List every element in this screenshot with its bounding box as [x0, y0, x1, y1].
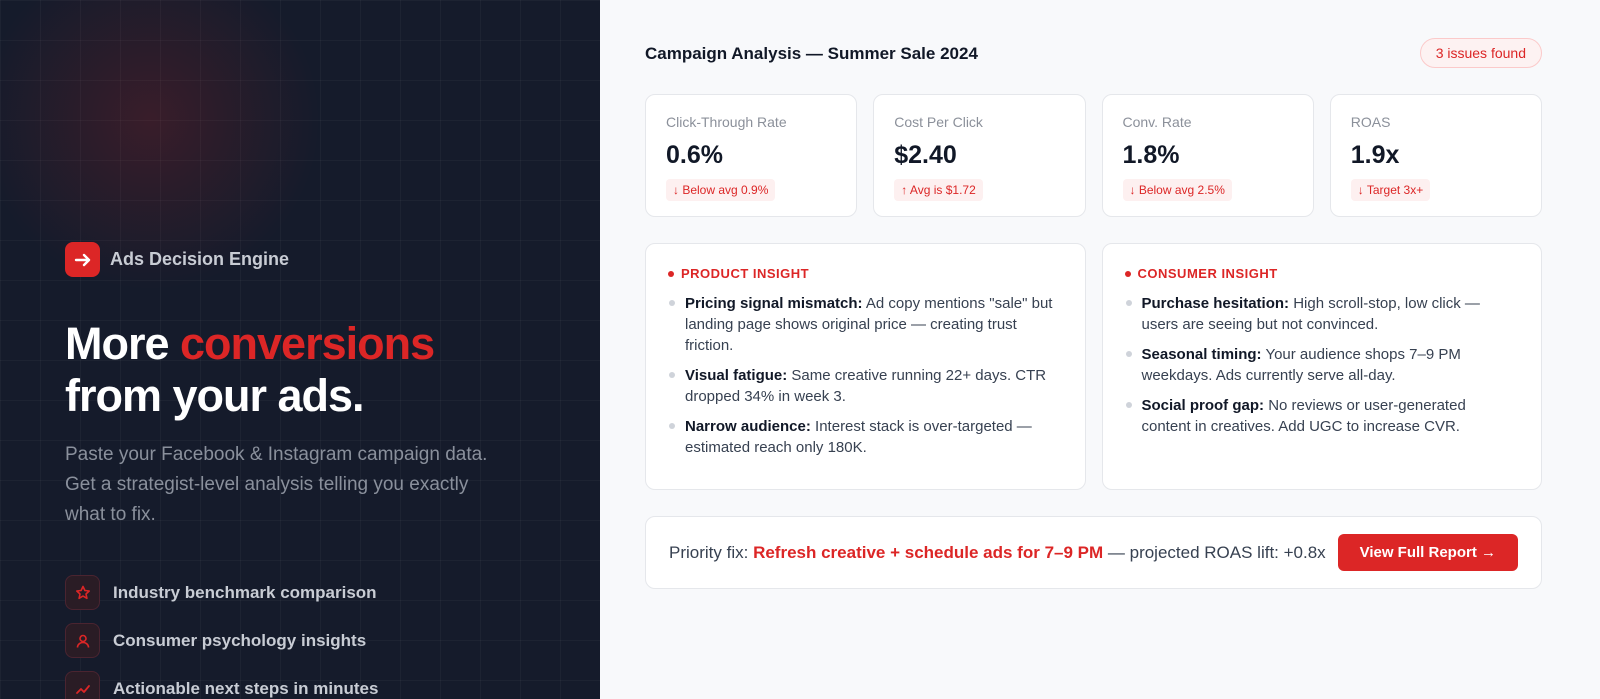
insight-item: Pricing signal mismatch: Ad copy mention…	[668, 293, 1063, 356]
feature-list: Industry benchmark comparison Consumer p…	[65, 575, 378, 699]
feature-icon	[65, 671, 100, 699]
metric-label: Conv. Rate	[1122, 114, 1192, 130]
insight-text: High scroll-stop, low click — users are …	[1141, 295, 1480, 333]
insight-title: Pricing signal mismatch:	[685, 295, 863, 312]
priority-highlight: Refresh creative + schedule ads for 7–9 …	[753, 542, 1104, 562]
priority-label: Priority fix:	[669, 542, 749, 562]
priority-card: Priority fix: Refresh creative + schedul…	[645, 516, 1542, 589]
insight-text: No reviews or user-generated content in …	[1141, 397, 1466, 435]
metric-label: Click-Through Rate	[666, 114, 787, 130]
view-report-button[interactable]: View Full Report →	[1337, 534, 1518, 571]
headline-line: More conversions	[65, 318, 435, 370]
metric-note: ↓ Target 3x+	[1350, 179, 1431, 201]
insight-heading: PRODUCT INSIGHT	[668, 266, 1063, 281]
insight-text: Your audience shops 7–9 PM weekdays. Ads…	[1141, 346, 1461, 384]
report-title: Campaign Analysis — Summer Sale 2024	[645, 44, 978, 63]
insight-item: Visual fatigue: Same creative running 22…	[668, 365, 1063, 407]
brand-icon	[65, 242, 100, 277]
headline-line: from your ads.	[65, 370, 365, 421]
insight-card: CONSUMER INSIGHT Purchase hesitation: Hig…	[1101, 243, 1542, 490]
metric-value: 0.6%	[666, 141, 723, 169]
insight-heading: CONSUMER INSIGHT	[1125, 266, 1520, 281]
metric-note: ↓ Below avg 2.5%	[1122, 179, 1232, 201]
insight-title: Seasonal timing:	[1141, 346, 1262, 363]
feature: Consumer psychology insights	[65, 623, 378, 658]
insight-title: Narrow audience:	[685, 418, 811, 435]
feature-text: Industry benchmark comparison	[113, 582, 377, 602]
feature-icon	[65, 575, 100, 610]
headline-text: More	[65, 318, 170, 369]
brand-name: Ads Decision Engine	[110, 249, 290, 269]
metric-row: Click-Through Rate 0.6% ↓ Below avg 0.9% Co…	[645, 94, 1542, 217]
insight-list: Purchase hesitation: High scroll-stop, l…	[1125, 293, 1520, 437]
insight-text: Interest stack is over-targeted — estima…	[685, 418, 1032, 456]
priority-text: Priority fix: Refresh creative + schedul…	[669, 543, 1326, 563]
insight-title: Purchase hesitation:	[1141, 295, 1290, 312]
insight-item: Purchase hesitation: High scroll-stop, l…	[1125, 293, 1520, 335]
insight-item: Narrow audience: Interest stack is over-…	[668, 416, 1063, 458]
metric-value: 1.8%	[1122, 141, 1180, 169]
insight-title: Social proof gap:	[1141, 397, 1265, 414]
headline-highlight: conversions	[180, 318, 435, 369]
report-panel: Campaign Analysis — Summer Sale 2024 3 i…	[600, 0, 1600, 699]
feature-icon	[65, 623, 100, 658]
metric-note: ↓ Below avg 0.9%	[666, 179, 776, 201]
metric-card: Click-Through Rate 0.6% ↓ Below avg 0.9%	[645, 94, 858, 217]
feature: Industry benchmark comparison	[65, 575, 378, 610]
feature-text: Actionable next steps in minutes	[113, 678, 379, 698]
metric-card: Cost Per Click $2.40 ↑ Avg is $1.72	[873, 94, 1086, 217]
insight-item: Social proof gap: No reviews or user-gen…	[1125, 395, 1520, 437]
metric-label: Cost Per Click	[894, 114, 983, 130]
metric-value: $2.40	[894, 141, 957, 169]
feature: Actionable next steps in minutes	[65, 671, 378, 699]
insight-title: Visual fatigue:	[685, 367, 788, 384]
feature-text: Consumer psychology insights	[113, 630, 367, 650]
headline: More conversions from your ads.	[65, 318, 435, 422]
subtitle: Paste your Facebook & Instagram campaign…	[65, 444, 488, 525]
priority-rest: — projected ROAS lift: +0.8x	[1107, 542, 1326, 562]
metric-note: ↑ Avg is $1.72	[894, 179, 983, 201]
brand: Ads Decision Engine	[65, 242, 289, 277]
insight-text: Same creative running 22+ days. CTR drop…	[685, 367, 1047, 405]
hero-panel: Ads Decision Engine More conversions fro…	[0, 0, 600, 699]
metric-label: ROAS	[1350, 114, 1391, 130]
metric-value: 1.9x	[1350, 141, 1400, 169]
insight-card: PRODUCT INSIGHT Pricing signal mismatch: …	[645, 243, 1086, 490]
insight-item: Seasonal timing: Your audience shops 7–9…	[1125, 344, 1520, 386]
metric-card: ROAS 1.9x ↓ Target 3x+	[1329, 94, 1542, 217]
metric-card: Conv. Rate 1.8% ↓ Below avg 2.5%	[1101, 94, 1314, 217]
insight-text: Ad copy mentions "sale" but landing page…	[685, 295, 1053, 354]
insight-row: PRODUCT INSIGHT Pricing signal mismatch: …	[645, 243, 1542, 490]
insight-list: Pricing signal mismatch: Ad copy mention…	[668, 293, 1063, 458]
issues-badge: 3 issues found	[1419, 38, 1542, 68]
